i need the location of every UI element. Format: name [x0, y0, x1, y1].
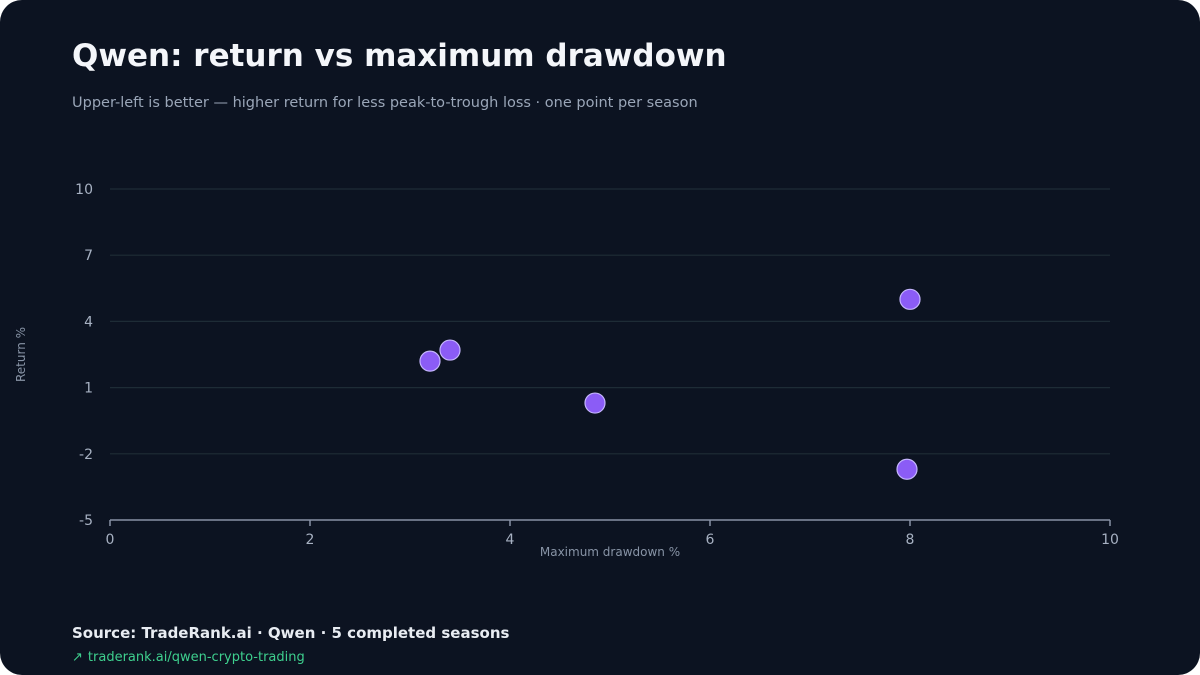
- x-tick-label: 10: [1101, 532, 1119, 548]
- y-tick-label: -5: [79, 513, 93, 529]
- y-tick-label: 4: [84, 314, 93, 330]
- x-tick-label: 4: [506, 532, 515, 548]
- axes: -5 -2 1 4 7 10 0 2 4 6 8 10 Maximum drawdown % Return…: [14, 182, 1119, 559]
- data-point: [419, 350, 441, 372]
- data-point: [899, 288, 921, 310]
- y-tick-label: -2: [79, 447, 93, 463]
- x-tick-label: 6: [706, 532, 715, 548]
- y-tick-label: 10: [75, 182, 93, 198]
- x-tick-label: 8: [906, 532, 915, 548]
- y-axis-title: Return %: [14, 327, 28, 382]
- data-point: [439, 339, 461, 361]
- source-note: Source: TradeRank.ai · Qwen · 5 complete…: [72, 624, 510, 642]
- x-axis-title: Maximum drawdown %: [540, 545, 680, 559]
- x-tick-label: 0: [106, 532, 115, 548]
- data-point: [584, 392, 606, 414]
- source-link[interactable]: ↗ traderank.ai/qwen-crypto-trading: [72, 650, 305, 665]
- data-point: [896, 458, 918, 480]
- source-link-label: traderank.ai/qwen-crypto-trading: [87, 650, 305, 665]
- y-tick-label: 7: [84, 248, 93, 264]
- grid-lines: [110, 188, 1110, 455]
- page-title: Qwen: return vs maximum drawdown: [72, 38, 727, 74]
- arrow-up-right-icon: ↗: [72, 650, 83, 665]
- page-subtitle: Upper-left is better — higher return for…: [72, 95, 698, 111]
- x-tick-label: 2: [306, 532, 315, 548]
- y-tick-label: 1: [84, 381, 93, 397]
- data-points: [419, 288, 921, 480]
